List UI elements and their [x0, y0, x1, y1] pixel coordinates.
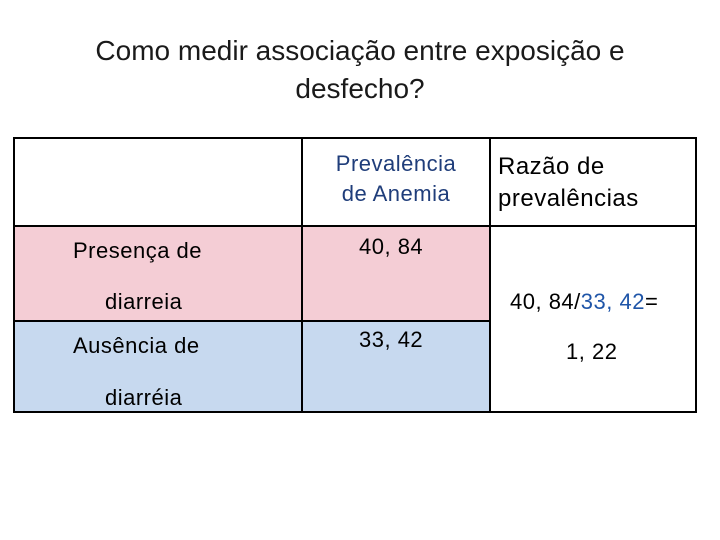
- row-presence-label-line2: diarreia: [105, 289, 183, 314]
- slide-title-line2: desfecho?: [295, 73, 425, 104]
- row-divider: [15, 320, 490, 322]
- header-ratio-cell: Razão de prevalências: [490, 139, 695, 226]
- column-divider-1: [301, 139, 303, 411]
- ratio-result: 1, 22: [566, 339, 618, 364]
- ratio-numerator: 40, 84: [510, 289, 575, 314]
- slide-title-line1: Como medir associação entre exposição e: [95, 35, 625, 66]
- row-absence-label-line2: diarréia: [105, 385, 183, 410]
- header-ratio-line1: Razão de: [498, 153, 605, 180]
- column-divider-2: [489, 139, 491, 411]
- row-presence-label-line1: Presença de: [73, 238, 203, 263]
- header-prevalence-cell: Prevalência de Anemia: [302, 139, 490, 226]
- row-absence-value-cell: 33, 42: [302, 321, 490, 411]
- row-absence-value: 33, 42: [359, 327, 424, 352]
- header-prevalence-line2: de Anemia: [341, 181, 451, 206]
- table-corner-cell: [15, 139, 302, 226]
- header-prevalence-line1: Prevalência: [335, 151, 457, 176]
- header-ratio-line2: prevalências: [498, 185, 639, 212]
- row-absence-label-cell: Ausência de diarréia: [15, 321, 302, 411]
- row-presence-value-cell: 40, 84: [302, 226, 490, 321]
- ratio-denominator: 33, 42: [580, 289, 645, 314]
- header-divider: [15, 225, 695, 227]
- row-presence-label-cell: Presença de diarreia: [15, 226, 302, 321]
- ratio-slash: /: [574, 289, 581, 314]
- slide-title: Como medir associação entre exposição e …: [0, 32, 720, 108]
- ratio-formula: 40, 84/33, 42=: [510, 289, 658, 315]
- prevalence-table: Prevalência de Anemia Razão de prevalênc…: [13, 137, 697, 413]
- row-absence-label-line1: Ausência de: [73, 333, 200, 358]
- row-presence-value: 40, 84: [359, 234, 424, 259]
- ratio-equals: =: [644, 289, 659, 314]
- ratio-cell: 40, 84/33, 42= 1, 22: [490, 226, 695, 411]
